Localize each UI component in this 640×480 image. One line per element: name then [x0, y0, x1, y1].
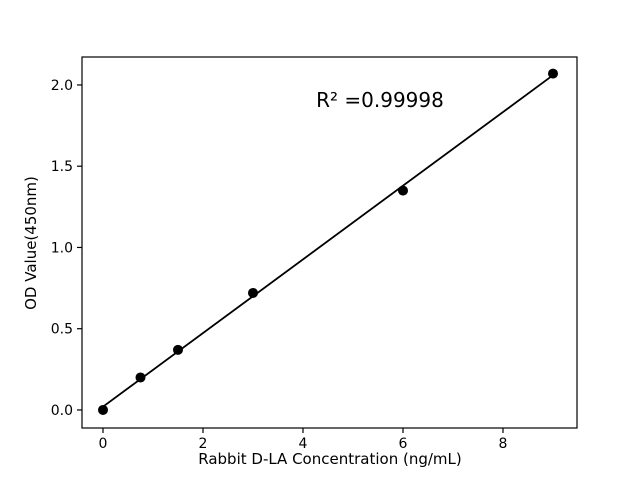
- plot-border: [81, 56, 578, 429]
- data-point: [173, 344, 183, 355]
- plot-area: 0 2 4 6 8 0.0 0.5 1.0 1.5 2.0: [51, 56, 578, 452]
- x-tick-label: 4: [299, 436, 308, 452]
- trend-line: [102, 74, 554, 408]
- x-tick-label: 8: [499, 436, 508, 452]
- y-tick-label: 0.0: [51, 403, 73, 419]
- y-tick-label: 0.5: [51, 322, 73, 338]
- x-tick-label: 0: [99, 436, 108, 452]
- x-tick-label: 6: [399, 436, 408, 452]
- data-point: [548, 68, 558, 79]
- data-point: [98, 404, 108, 415]
- x-axis-label: Rabbit D-LA Concentration (ng/mL): [198, 450, 461, 468]
- y-tick-label: 1.0: [51, 240, 73, 256]
- data-point: [248, 287, 258, 298]
- y-tick-label: 1.5: [51, 159, 73, 175]
- y-axis-label: OD Value(450nm): [22, 176, 40, 310]
- r-squared-annotation: R² =0.99998: [316, 88, 444, 112]
- data-point: [398, 185, 408, 196]
- x-tick-label: 2: [199, 436, 208, 452]
- y-tick-label: 2.0: [51, 78, 73, 94]
- data-point: [135, 372, 146, 383]
